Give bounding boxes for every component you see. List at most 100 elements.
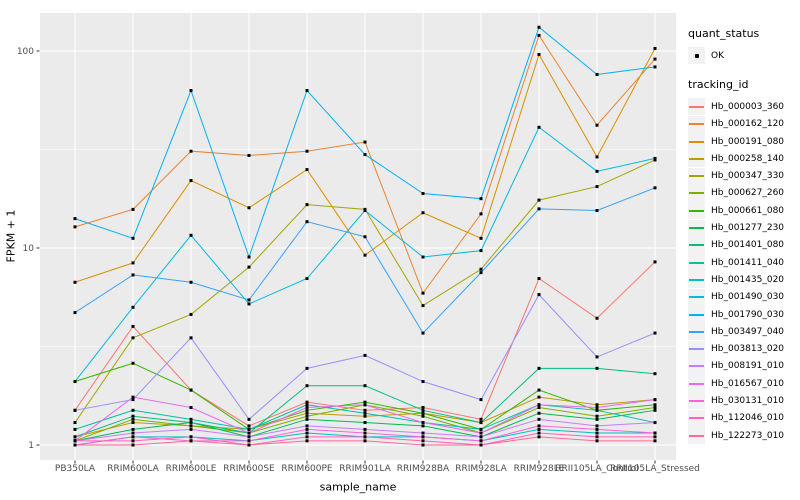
series-color-line-icon — [689, 244, 704, 247]
data-point — [421, 406, 425, 410]
data-point — [73, 380, 77, 384]
legend-key-box — [688, 392, 705, 410]
data-point — [537, 366, 541, 370]
data-point — [421, 380, 425, 384]
data-point — [421, 304, 425, 308]
data-point — [537, 435, 541, 439]
legend-item-quant-ok: OK — [688, 47, 800, 65]
data-point — [653, 435, 657, 439]
data-point — [305, 203, 309, 207]
data-point — [537, 388, 541, 392]
legend-entry-label: Hb_030131_010 — [711, 395, 785, 406]
data-point — [595, 355, 599, 359]
data-point — [73, 217, 77, 221]
data-point — [131, 417, 135, 421]
data-point — [131, 261, 135, 265]
data-point — [595, 366, 599, 370]
data-point — [653, 398, 657, 402]
data-point — [595, 406, 599, 410]
series-color-line-icon — [689, 209, 704, 212]
legend-key-box — [688, 47, 705, 65]
series-color-line-icon — [689, 261, 704, 264]
data-point — [189, 233, 193, 237]
legend-entry-Hb_008191_010: Hb_008191_010 — [688, 357, 800, 375]
data-point — [189, 417, 193, 421]
data-point — [595, 185, 599, 189]
legend-entry-label: Hb_122273_010 — [711, 430, 785, 441]
series-color-line-icon — [689, 123, 704, 126]
legend-entry-Hb_112046_010: Hb_112046_010 — [688, 409, 800, 427]
data-point — [421, 431, 425, 435]
data-point — [189, 406, 193, 410]
legend-entry-label: Hb_000661_080 — [711, 205, 785, 216]
data-point — [421, 443, 425, 447]
data-point — [421, 421, 425, 425]
data-point — [653, 421, 657, 425]
data-point — [479, 443, 483, 447]
data-point — [479, 212, 483, 216]
data-point — [537, 403, 541, 407]
data-point — [305, 417, 309, 421]
data-point — [595, 417, 599, 421]
data-point — [479, 417, 483, 421]
series-color-line-icon — [689, 348, 704, 351]
data-point — [131, 421, 135, 425]
series-color-line-icon — [689, 365, 704, 368]
legend-entry-label: Hb_001411_040 — [711, 257, 785, 268]
data-point — [73, 408, 77, 412]
data-point — [595, 316, 599, 320]
legend-entry-Hb_001277_230: Hb_001277_230 — [688, 219, 800, 237]
data-point — [479, 439, 483, 443]
data-point — [653, 65, 657, 69]
data-point — [131, 427, 135, 431]
data-point — [189, 424, 193, 428]
data-point — [305, 400, 309, 404]
data-point — [73, 439, 77, 443]
data-point — [595, 427, 599, 431]
x-tick-label: RRIM901LA — [339, 464, 391, 474]
legend-entry-Hb_000347_330: Hb_000347_330 — [688, 167, 800, 185]
panel-background — [40, 13, 676, 460]
legend-entry-label: Hb_003813_020 — [711, 344, 785, 355]
data-point — [479, 236, 483, 240]
legend-entry-label: Hb_001490_030 — [711, 292, 785, 303]
data-point — [595, 431, 599, 435]
legend-entry-Hb_001490_030: Hb_001490_030 — [688, 288, 800, 306]
x-axis-title: sample_name — [319, 480, 397, 494]
legend-entry-Hb_000162_120: Hb_000162_120 — [688, 115, 800, 133]
series-color-line-icon — [689, 175, 704, 178]
data-point — [131, 207, 135, 211]
legend-key-box — [688, 409, 705, 427]
data-point — [189, 421, 193, 425]
data-point — [479, 267, 483, 271]
legend-entry-Hb_000191_080: Hb_000191_080 — [688, 133, 800, 151]
data-point — [73, 427, 77, 431]
data-point — [421, 291, 425, 295]
data-point — [479, 271, 483, 275]
data-point — [247, 427, 251, 431]
data-point — [363, 414, 367, 418]
data-point — [595, 155, 599, 159]
data-point — [305, 406, 309, 410]
data-point — [247, 417, 251, 421]
data-point — [73, 280, 77, 284]
data-point — [479, 427, 483, 431]
data-point — [189, 312, 193, 316]
legend-entry-Hb_016567_010: Hb_016567_010 — [688, 375, 800, 393]
data-point — [305, 424, 309, 428]
data-point — [537, 25, 541, 29]
data-point — [421, 255, 425, 259]
series-color-line-icon — [689, 417, 704, 420]
legend-entry-Hb_001411_040: Hb_001411_040 — [688, 254, 800, 272]
x-tick-label: RRIM600SE — [223, 464, 275, 474]
data-point — [537, 411, 541, 415]
data-point — [131, 414, 135, 418]
data-point — [131, 236, 135, 240]
series-color-line-icon — [689, 296, 704, 299]
ok-point-icon — [694, 53, 699, 58]
legend-tracking-entries: Hb_000003_360 Hb_000162_120 Hb_000191_080 H… — [688, 98, 800, 445]
data-point — [305, 168, 309, 172]
data-point — [189, 179, 193, 183]
data-point — [131, 431, 135, 435]
